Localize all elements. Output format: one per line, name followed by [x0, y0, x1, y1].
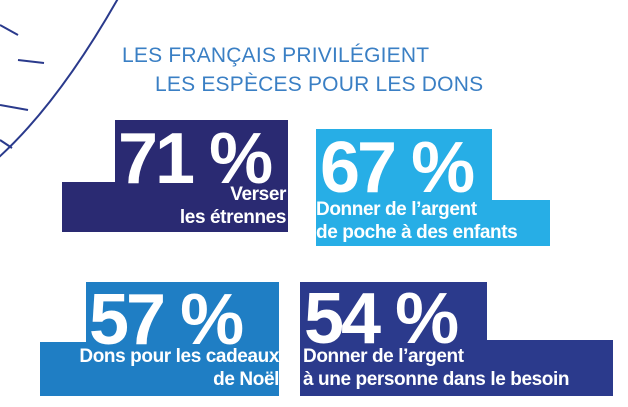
stat-block-bottom [316, 200, 550, 246]
stat-block-bottom [40, 342, 279, 396]
stat-label-line-1: Verser [230, 184, 286, 205]
stat-label-line-1: Donner de l’argent [303, 346, 464, 367]
headline-line-1: LES FRANÇAIS PRIVILÉGIENT [122, 44, 430, 67]
stat-value: 67 % [320, 128, 475, 208]
stat-label-line-1: Donner de l’argent [316, 199, 477, 220]
stat-label-line-2: de poche à des enfants [316, 222, 518, 243]
stat-block-top [300, 282, 487, 344]
stat-label-line-2: les étrennes [179, 207, 286, 228]
decorative-arc-lines [0, 0, 119, 158]
stat-block-top [316, 129, 492, 210]
stat-value: 71 % [118, 119, 273, 199]
stat-label-line-2: à une personne dans le besoin [303, 369, 570, 390]
stat-label-line-2: de Noël [213, 369, 279, 390]
stat-value: 57 % [89, 280, 244, 360]
stat-block-bottom [300, 340, 613, 396]
stat-block-top [115, 120, 288, 232]
stat-label-line-1: Dons pour les cadeaux [79, 346, 279, 367]
stat-value: 54 % [304, 279, 459, 359]
headline-line-2: LES ESPÈCES POUR LES DONS [155, 73, 484, 96]
stat-block-tab [62, 182, 122, 232]
